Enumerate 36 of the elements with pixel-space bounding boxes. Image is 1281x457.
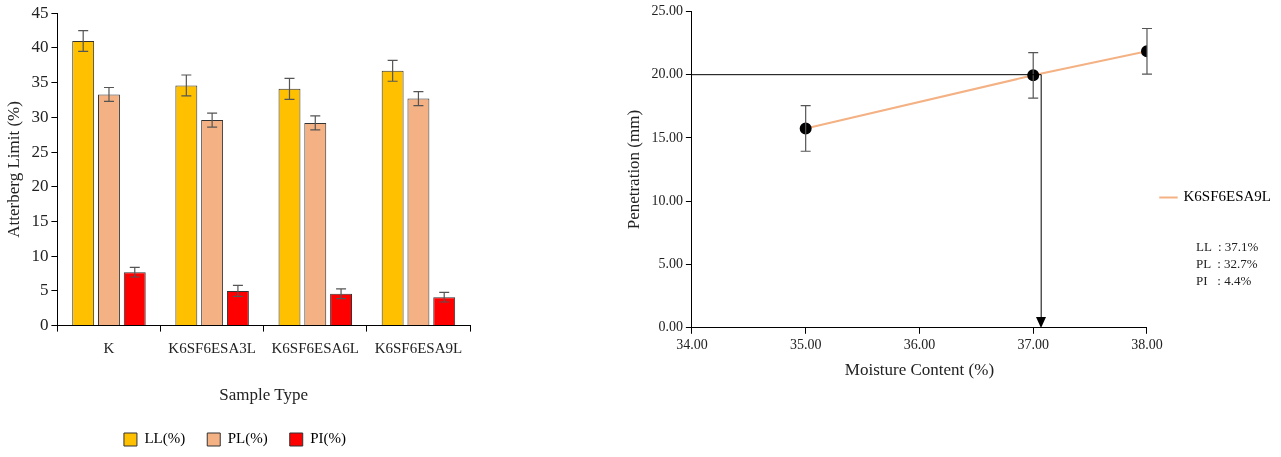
x-tick-label: K6SF6ESA3L	[168, 339, 256, 356]
y-tick-label: 5	[39, 280, 49, 300]
y-tick-label: 5.00	[658, 256, 683, 272]
y-tick-label: 40	[31, 37, 49, 57]
y-axis-title: Atterberg Limit (%)	[3, 101, 23, 238]
x-axis-title: Sample Type	[219, 385, 309, 405]
y-tick-label: 25.00	[651, 3, 683, 19]
x-tick-label: 36.00	[903, 336, 936, 352]
y-tick-label: 0	[39, 315, 49, 335]
x-axis-title: Moisture Content (%)	[844, 360, 995, 380]
y-tick-label: 15	[31, 210, 49, 230]
text: LL : 37.1%	[1196, 238, 1259, 255]
y-tick-label: 10.00	[651, 192, 683, 208]
y-axis-title: Penetration (mm)	[623, 109, 643, 230]
x-tick-label: K	[103, 339, 115, 356]
y-tick-label: 45	[31, 2, 49, 22]
y-tick-label: 10	[31, 245, 49, 265]
text: PL : 32.7%	[1196, 255, 1259, 272]
y-tick-label: 35	[31, 72, 49, 92]
x-tick-label: K6SF6ESA9L	[374, 339, 463, 356]
text: PI : 4.4%	[1196, 272, 1253, 289]
legend-label: K6SF6ESA9L	[1183, 188, 1272, 205]
y-tick-label: 15.00	[651, 129, 683, 145]
x-tick-label: 34.00	[676, 336, 708, 352]
x-tick-label: 35.00	[789, 336, 822, 352]
y-tick-label: 0.00	[658, 319, 683, 335]
legend-label: LL(%)	[144, 430, 186, 448]
legend-label: PL(%)	[227, 430, 268, 448]
x-tick-label: 38.00	[1131, 336, 1163, 352]
y-tick-label: 25	[31, 141, 49, 161]
y-tick-label: 20.00	[651, 66, 683, 82]
y-tick-label: 20	[31, 176, 49, 196]
x-tick-label: K6SF6ESA6L	[271, 339, 360, 356]
legend-label: PI(%)	[310, 430, 347, 448]
y-tick-label: 30	[31, 106, 49, 126]
x-tick-label: 37.00	[1017, 336, 1049, 352]
